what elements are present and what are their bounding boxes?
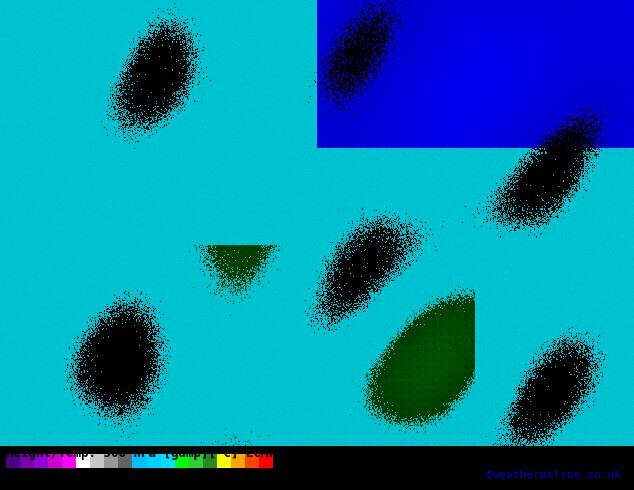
Text: 6: 6 xyxy=(143,470,150,480)
Text: 30: 30 xyxy=(197,470,209,480)
Bar xyxy=(231,454,245,468)
Text: 36: 36 xyxy=(210,470,223,480)
Text: 48: 48 xyxy=(239,470,250,480)
Text: -24: -24 xyxy=(68,470,85,480)
Text: 54: 54 xyxy=(253,470,264,480)
Text: 18: 18 xyxy=(169,470,181,480)
Text: 42: 42 xyxy=(224,470,236,480)
Text: 24: 24 xyxy=(183,470,195,480)
Bar xyxy=(34,454,48,468)
Bar xyxy=(174,454,188,468)
Bar xyxy=(6,454,20,468)
Bar xyxy=(133,454,146,468)
Bar xyxy=(217,454,231,468)
Bar xyxy=(105,454,119,468)
Bar xyxy=(48,454,62,468)
Bar xyxy=(62,454,77,468)
Bar xyxy=(91,454,105,468)
Text: -54: -54 xyxy=(0,470,15,480)
Bar xyxy=(188,454,202,468)
Text: -18: -18 xyxy=(82,470,100,480)
Text: -8: -8 xyxy=(113,470,124,480)
Bar xyxy=(245,454,259,468)
Text: -48: -48 xyxy=(11,470,29,480)
Text: -42: -42 xyxy=(25,470,43,480)
Bar xyxy=(146,454,160,468)
Bar xyxy=(259,454,273,468)
Text: -38: -38 xyxy=(39,470,57,480)
Bar xyxy=(119,454,133,468)
Bar xyxy=(77,454,91,468)
Text: ©weatheronline.co.uk: ©weatheronline.co.uk xyxy=(486,470,621,480)
Text: Height/Temp. 500 hPa [gdmp][°C] ECMWF: Height/Temp. 500 hPa [gdmp][°C] ECMWF xyxy=(6,447,284,460)
Text: 0: 0 xyxy=(129,470,136,480)
Text: 12: 12 xyxy=(155,470,166,480)
Bar xyxy=(20,454,34,468)
Text: We 29-05-2024 12:00 UTC (18+114): We 29-05-2024 12:00 UTC (18+114) xyxy=(381,447,621,460)
Text: -12: -12 xyxy=(96,470,113,480)
Bar xyxy=(202,454,217,468)
Bar xyxy=(160,454,174,468)
Text: -30: -30 xyxy=(54,470,71,480)
